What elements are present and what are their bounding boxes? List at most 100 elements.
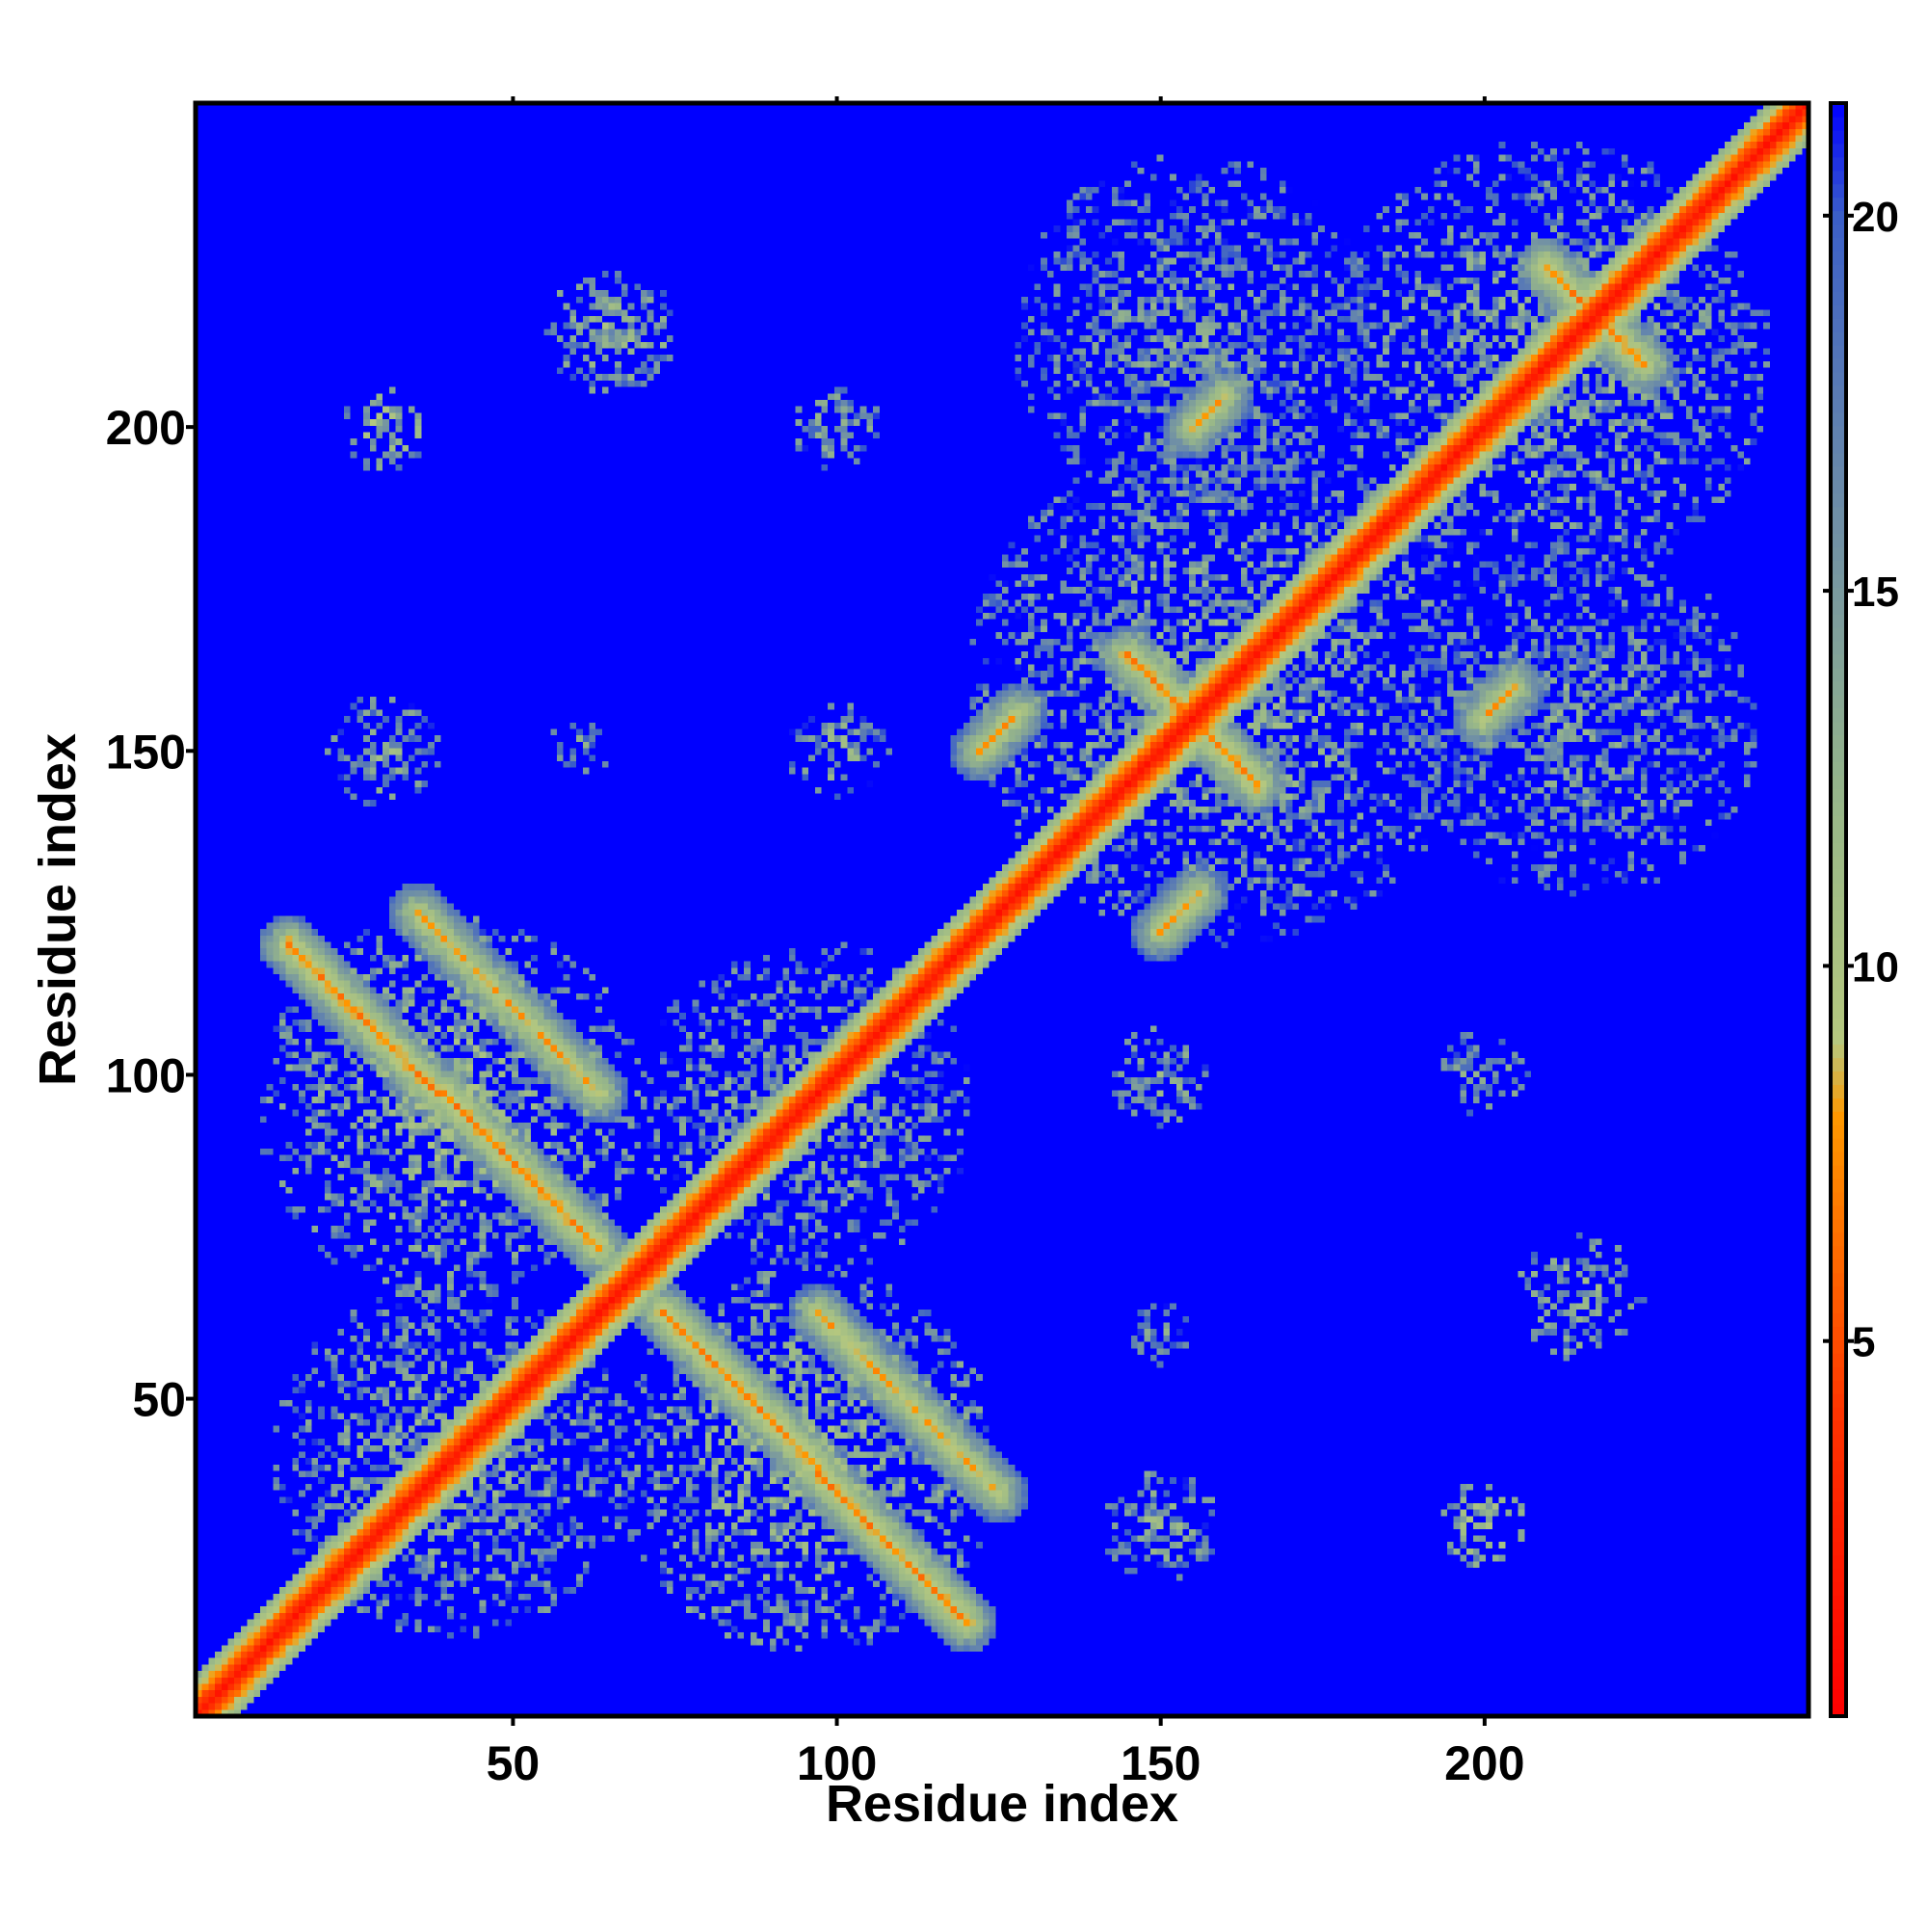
colorbar-segment — [1831, 1393, 1846, 1408]
colorbar-segment — [1831, 1285, 1846, 1301]
colorbar-segment — [1831, 587, 1846, 601]
colorbar-segment — [1831, 573, 1846, 588]
colorbar-segment — [1831, 345, 1846, 359]
colorbar-segment — [1831, 976, 1846, 992]
colorbar-segment — [1831, 707, 1846, 723]
colorbar-segment — [1831, 533, 1846, 547]
colorbar-segment — [1831, 1084, 1846, 1098]
y-tick-label: 200 — [106, 401, 186, 455]
colorbar-segment — [1831, 116, 1846, 131]
colorbar-segment — [1831, 425, 1846, 440]
plot-frame — [193, 100, 1811, 1719]
colorbar-segment — [1831, 197, 1846, 212]
colorbar-segment — [1831, 1595, 1846, 1609]
colorbar-segment — [1831, 291, 1846, 305]
colorbar-segment — [1831, 1098, 1846, 1112]
colorbar-segment — [1831, 479, 1846, 494]
colorbar-segment — [1831, 680, 1846, 696]
colorbar-segment — [1831, 627, 1846, 642]
colorbar-frame — [1829, 101, 1848, 1718]
colorbar-segment — [1831, 1353, 1846, 1367]
colorbar-tick-label: 5 — [1852, 1319, 1875, 1366]
colorbar-segment — [1831, 653, 1846, 669]
colorbar-segment — [1831, 1299, 1846, 1314]
colorbar-segment — [1831, 1473, 1846, 1489]
colorbar-segment — [1831, 788, 1846, 803]
colorbar-segment — [1831, 1003, 1846, 1019]
colorbar-segment — [1831, 560, 1846, 574]
colorbar-segment — [1831, 398, 1846, 413]
x-tick-label: 150 — [1121, 1736, 1201, 1790]
colorbar-segment — [1831, 856, 1846, 870]
colorbar-segment — [1831, 1568, 1846, 1583]
colorbar-segment — [1831, 949, 1846, 965]
colorbar-segment — [1831, 1434, 1846, 1448]
y-tick-label: 150 — [106, 725, 186, 779]
colorbar-segment — [1831, 1111, 1846, 1125]
colorbar-segment — [1831, 748, 1846, 763]
colorbar-tick-label: 10 — [1852, 943, 1899, 991]
colorbar-segment — [1831, 694, 1846, 709]
colorbar-segment — [1831, 1622, 1846, 1636]
colorbar-segment — [1831, 829, 1846, 843]
colorbar-segment — [1831, 922, 1846, 938]
colorbar-segment — [1831, 1258, 1846, 1274]
colorbar-segment — [1831, 1312, 1846, 1328]
colorbar-segment — [1831, 1366, 1846, 1381]
colorbar-segment — [1831, 761, 1846, 777]
colorbar-tick-label: 20 — [1852, 194, 1899, 241]
colorbar-segment — [1831, 1703, 1846, 1717]
colorbar-segment — [1831, 1554, 1846, 1570]
colorbar-segment — [1831, 1662, 1846, 1677]
colorbar-segment — [1831, 438, 1846, 454]
colorbar-segment — [1831, 103, 1846, 118]
colorbar-segment — [1831, 546, 1846, 561]
colorbar-segment — [1831, 331, 1846, 346]
colorbar-segment — [1831, 896, 1846, 911]
colorbar-segment — [1831, 667, 1846, 682]
x-tick-label: 200 — [1444, 1736, 1524, 1790]
colorbar-segment — [1831, 519, 1846, 534]
colorbar-segment — [1831, 1689, 1846, 1704]
colorbar-segment — [1831, 1125, 1846, 1139]
y-axis-ticks: 50 100 150 200 — [106, 401, 196, 1427]
colorbar-segment — [1831, 1407, 1846, 1421]
colorbar-segment — [1831, 1500, 1846, 1516]
colorbar-segment — [1831, 1339, 1846, 1354]
colorbar-segment — [1831, 1608, 1846, 1623]
colorbar-segment — [1831, 1191, 1846, 1206]
colorbar-segment — [1831, 1420, 1846, 1435]
x-tick-label: 100 — [797, 1736, 877, 1790]
colorbar-segment — [1831, 384, 1846, 400]
y-tick-label: 50 — [132, 1373, 186, 1427]
colorbar-segment — [1831, 318, 1846, 332]
colorbar-segment — [1831, 614, 1846, 628]
colorbar-segment — [1831, 1514, 1846, 1529]
colorbar-segment — [1831, 452, 1846, 467]
x-axis-ticks: 50 100 150 200 — [487, 96, 1525, 1790]
y-axis-title: Residue index — [29, 733, 87, 1086]
colorbar-segment — [1831, 304, 1846, 319]
colorbar-segment — [1831, 224, 1846, 239]
x-tick-label: 50 — [487, 1736, 541, 1790]
colorbar-segment — [1831, 1676, 1846, 1690]
colorbar-segment — [1831, 1527, 1846, 1543]
colorbar-segment — [1831, 358, 1846, 373]
colorbar-segment — [1831, 842, 1846, 857]
colorbar-segment — [1831, 734, 1846, 750]
colorbar-segment — [1831, 465, 1846, 481]
heatmap-cells — [196, 103, 1808, 1716]
colorbar-segment — [1831, 1204, 1846, 1220]
colorbar-segment — [1831, 372, 1846, 386]
colorbar-segment — [1831, 237, 1846, 252]
colorbar-segment — [1831, 1635, 1846, 1650]
y-tick-label: 100 — [106, 1048, 186, 1102]
colorbar-segment — [1831, 264, 1846, 278]
colorbar-segment — [1831, 600, 1846, 615]
colorbar-segment — [1831, 183, 1846, 198]
colorbar-segment — [1831, 1057, 1846, 1072]
colorbar-segment — [1831, 492, 1846, 508]
x-axis-title: Residue index — [826, 1775, 1178, 1833]
